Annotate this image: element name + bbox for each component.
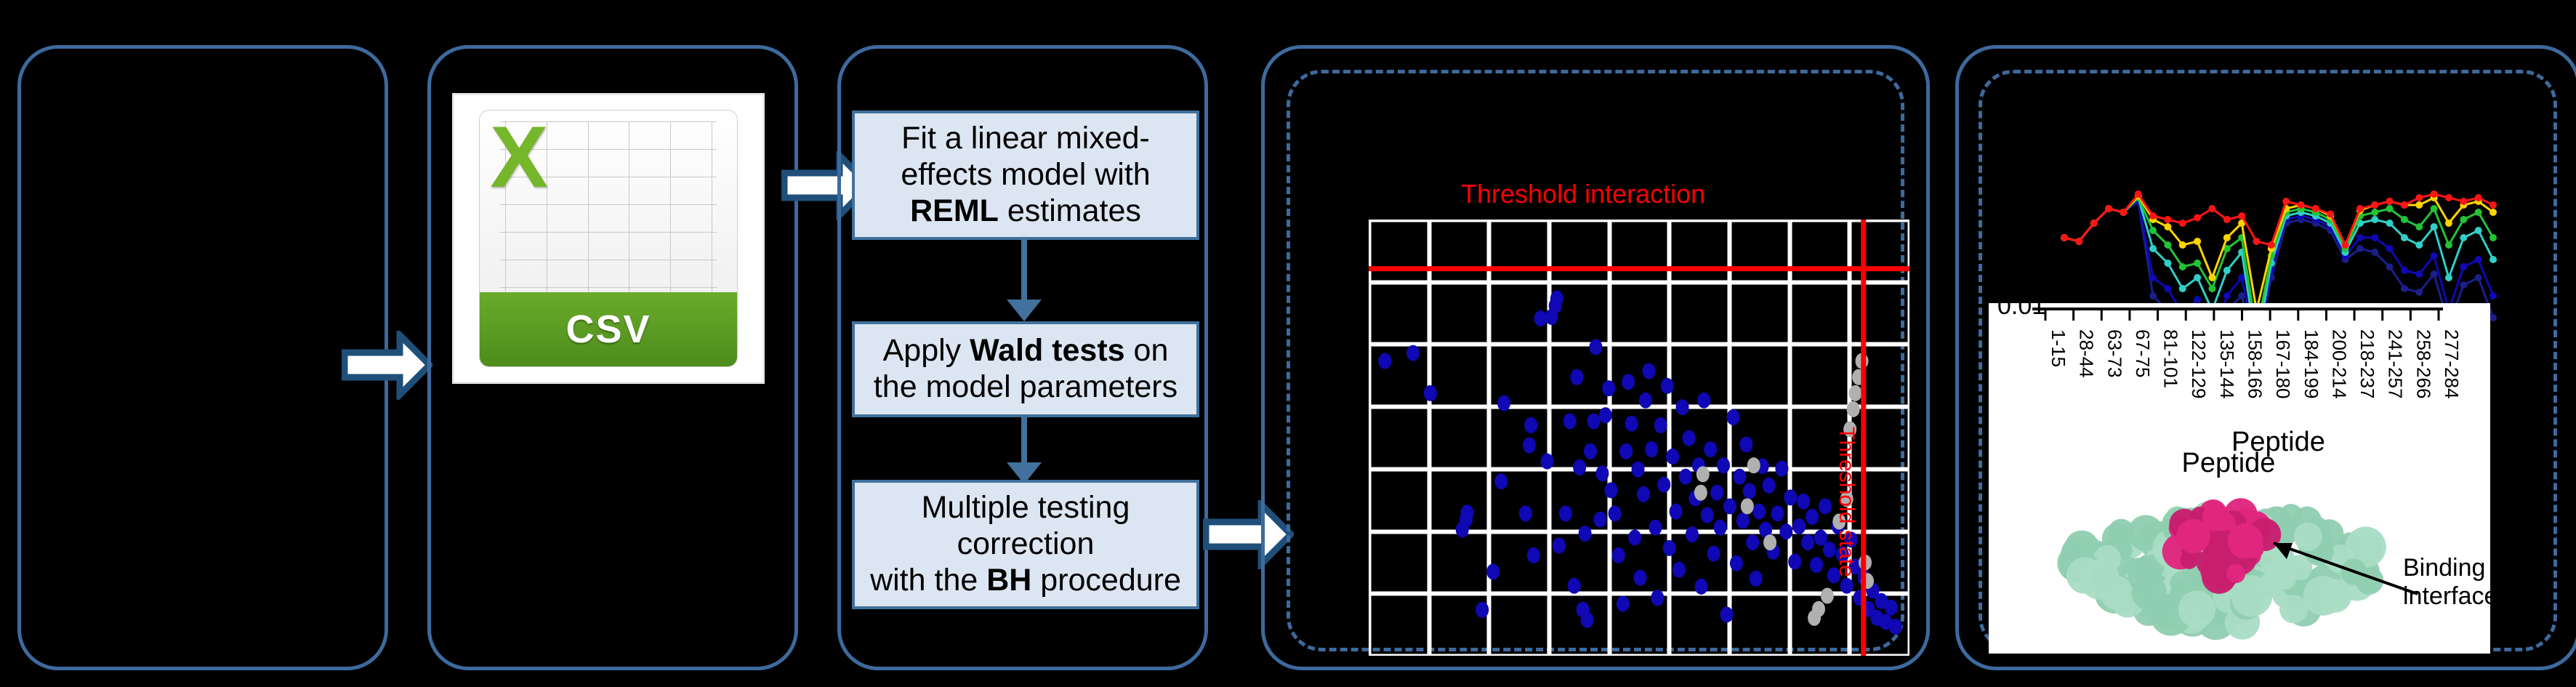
peptide-tick-11: 218-237 <box>2356 329 2378 398</box>
fit-model-line1: Fit a linear mixed- <box>901 121 1150 156</box>
peptide-tick-9: 184-199 <box>2301 329 2322 398</box>
peptide-tick-5: 122-129 <box>2188 329 2210 398</box>
reml-keyword: REML <box>910 193 999 228</box>
threshold-interaction-label: Threshold interaction <box>1461 179 1706 209</box>
multiple-testing-step: Multiple testing correction with the BH … <box>852 480 1199 609</box>
peptide-tick-6: 135-144 <box>2216 329 2238 398</box>
threshold-state-label: Threshold state <box>1835 427 1859 577</box>
volcano-panel <box>1261 45 1930 670</box>
peptide-tick-7: 158-166 <box>2245 329 2266 398</box>
volcano-plot-area <box>1369 220 1909 656</box>
wald-keyword: Wald tests <box>970 333 1125 369</box>
connector-fit-to-wald-arrowhead <box>1007 300 1042 321</box>
peptide-tick-8: 167-180 <box>2272 329 2294 398</box>
connector-fit-to-wald <box>1021 240 1027 305</box>
arrow-into-input <box>342 331 432 400</box>
wald-line2: the model parameters <box>873 369 1178 404</box>
csv-label: CSV <box>565 308 651 352</box>
volcano-plot: Threshold interaction Threshold state <box>1261 45 1930 670</box>
binding-line1: Binding <box>2403 554 2486 582</box>
bh-keyword: BH <box>986 562 1032 598</box>
peptide-tick-12: 241-257 <box>2385 329 2407 398</box>
peptide-tick-3: 67-75 <box>2132 329 2154 378</box>
peptide-axis-and-structure: 1-15 28-44 63-73 67-75 81-101 122-129 135-144 1… <box>1989 303 2490 654</box>
bh-line3-pre: with the <box>870 562 987 598</box>
wald-line1-post: on <box>1124 333 1169 369</box>
peptide-tick-2: 63-73 <box>2104 329 2125 378</box>
wald-test-step: Apply Wald tests on the model parameters <box>852 321 1199 417</box>
fit-model-line2: effects model with <box>901 157 1151 193</box>
csv-file-icon: X CSV <box>452 93 765 384</box>
binding-interface-annotation: Binding interface <box>2403 554 2497 611</box>
peptide-tick-4: 81-101 <box>2160 329 2182 388</box>
bh-line3-post: procedure <box>1031 562 1181 598</box>
peptide-tick-13: 258-266 <box>2412 329 2434 398</box>
peptide-axis-title: Peptide <box>2182 448 2276 478</box>
wald-line1-pre: Apply <box>882 333 970 369</box>
protein-structure-image <box>2057 498 2386 640</box>
peptide-y-tick-0-01: 0.01 <box>1997 292 2046 320</box>
excel-x-glyph: X <box>490 109 549 206</box>
peptide-tick-10: 200-214 <box>2328 329 2350 398</box>
bh-line1: Multiple testing <box>921 490 1130 526</box>
peptide-tick-14: 277-284 <box>2441 329 2463 398</box>
binding-line2: interface <box>2403 582 2498 611</box>
bh-line2: correction <box>957 526 1095 562</box>
fit-model-step: Fit a linear mixed- effects model with R… <box>852 111 1199 240</box>
peptide-tick-1: 28-44 <box>2076 329 2098 378</box>
fit-model-line3-rest: estimates <box>998 193 1141 228</box>
structure-panel <box>1955 45 2576 670</box>
connector-wald-to-bh <box>1021 417 1027 472</box>
statistics-panel <box>837 45 1208 670</box>
peptide-tick-0: 1-15 <box>2048 329 2069 367</box>
data-panel <box>427 45 798 670</box>
input-panel <box>17 45 388 670</box>
peptide-x-axis-label: Peptide <box>2231 427 2325 457</box>
peptide-profile-chart: 1-15 28-44 63-73 67-75 81-101 122-129 135-144 1… <box>1955 45 2576 670</box>
